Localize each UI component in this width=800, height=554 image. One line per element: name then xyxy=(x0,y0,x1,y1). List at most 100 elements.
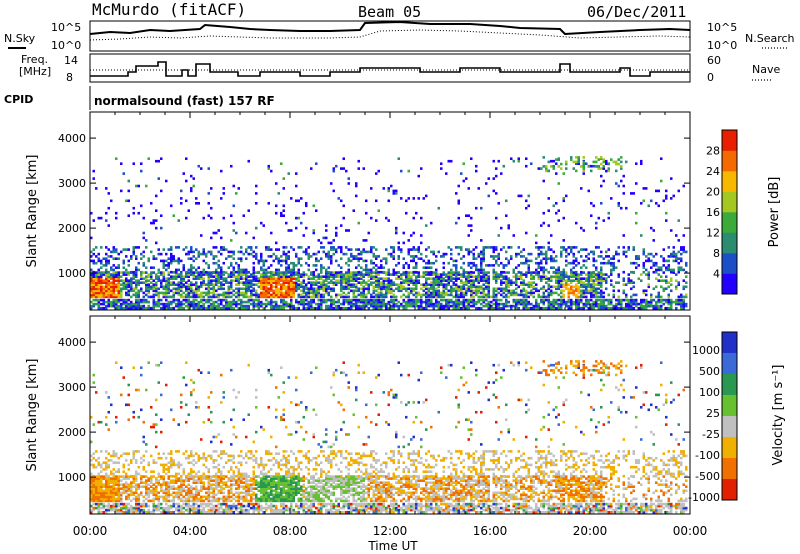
power-cell xyxy=(460,300,463,304)
power-cell xyxy=(570,289,573,293)
power-cell xyxy=(677,270,680,274)
power-cell xyxy=(572,300,575,304)
power-cell xyxy=(275,287,278,291)
power-cell xyxy=(175,302,178,306)
power-cell xyxy=(590,295,593,299)
power-cell xyxy=(477,187,480,190)
power-cell xyxy=(472,255,475,258)
power-cell xyxy=(615,266,618,269)
power-cell xyxy=(252,300,255,304)
power-cell xyxy=(277,273,280,276)
power-cell xyxy=(507,277,510,280)
power-cell xyxy=(457,293,460,297)
power-cell xyxy=(612,285,615,289)
power-cell xyxy=(285,277,288,280)
power-cell xyxy=(645,304,648,308)
power-cell xyxy=(415,264,418,267)
power-cell xyxy=(467,287,470,291)
power-cell xyxy=(142,304,145,308)
power-cell xyxy=(602,298,605,302)
power-cell xyxy=(610,306,613,310)
power-cell xyxy=(145,279,148,282)
power-cell xyxy=(457,199,460,203)
power-cell xyxy=(275,277,278,280)
power-cell xyxy=(270,281,273,284)
power-cell xyxy=(515,287,518,291)
power-cell xyxy=(125,271,128,274)
power-cell xyxy=(162,261,165,265)
noise-panel-frame xyxy=(89,20,691,52)
power-cell xyxy=(227,291,230,295)
power-cell xyxy=(540,287,543,291)
power-cell xyxy=(107,287,110,291)
power-cell xyxy=(480,306,483,310)
power-cell xyxy=(582,277,585,280)
power-cell xyxy=(280,275,283,278)
power-cell xyxy=(157,271,160,274)
power-cell xyxy=(402,300,405,304)
velocity-cell xyxy=(90,499,93,503)
power-cell xyxy=(210,298,213,302)
power-cell xyxy=(315,259,318,263)
power-cell xyxy=(552,250,555,254)
power-cell xyxy=(442,289,445,293)
power-cell xyxy=(340,275,343,278)
power-cell xyxy=(257,298,260,302)
power-cell xyxy=(375,271,378,274)
power-cell xyxy=(672,246,675,249)
power-cell xyxy=(465,277,468,280)
power-cell xyxy=(417,293,420,297)
power-cell xyxy=(522,281,525,284)
power-cell xyxy=(275,295,278,299)
power-cell xyxy=(670,268,673,272)
power-cell xyxy=(542,275,545,278)
power-cell xyxy=(652,261,655,265)
velocity-cell xyxy=(137,504,140,508)
power-cell xyxy=(435,268,438,272)
power-cell xyxy=(425,279,428,282)
power-cell xyxy=(260,268,263,272)
velocity-cell xyxy=(135,479,138,482)
power-cell xyxy=(355,184,358,188)
power-cell xyxy=(680,306,683,310)
power-cell xyxy=(92,273,95,276)
power-cell xyxy=(387,283,390,286)
power-cell xyxy=(285,270,288,274)
power-cell xyxy=(565,281,568,284)
power-cell xyxy=(362,289,365,293)
power-cell xyxy=(300,221,303,225)
power-cell xyxy=(455,289,458,293)
power-cell xyxy=(520,277,523,280)
power-cell xyxy=(330,248,333,251)
power-cell xyxy=(592,281,595,284)
power-cell xyxy=(615,169,618,173)
power-cell xyxy=(150,277,153,280)
power-cell xyxy=(427,261,430,265)
power-cell xyxy=(290,300,293,304)
power-cell xyxy=(627,246,630,249)
power-cell xyxy=(117,273,120,276)
power-cell xyxy=(325,275,328,278)
power-cell xyxy=(475,287,478,291)
velocity-cell xyxy=(140,491,143,495)
power-cell xyxy=(575,306,578,310)
power-cell xyxy=(577,277,580,280)
power-cell xyxy=(217,293,220,297)
power-cell xyxy=(377,302,380,306)
power-cell xyxy=(287,229,290,232)
power-cell xyxy=(610,197,613,200)
velocity-cell xyxy=(142,435,145,439)
power-cell xyxy=(575,160,578,164)
power-cell xyxy=(572,259,575,263)
power-cell xyxy=(562,285,565,289)
power-cell xyxy=(580,273,583,276)
power-cell xyxy=(457,184,460,188)
power-cell xyxy=(222,248,225,251)
nsearch-noise-line xyxy=(89,29,691,41)
power-cell xyxy=(387,287,390,291)
power-cell xyxy=(262,264,265,267)
power-cell xyxy=(180,300,183,304)
power-cell xyxy=(215,246,218,249)
power-cell xyxy=(577,298,580,302)
power-cell xyxy=(162,273,165,276)
